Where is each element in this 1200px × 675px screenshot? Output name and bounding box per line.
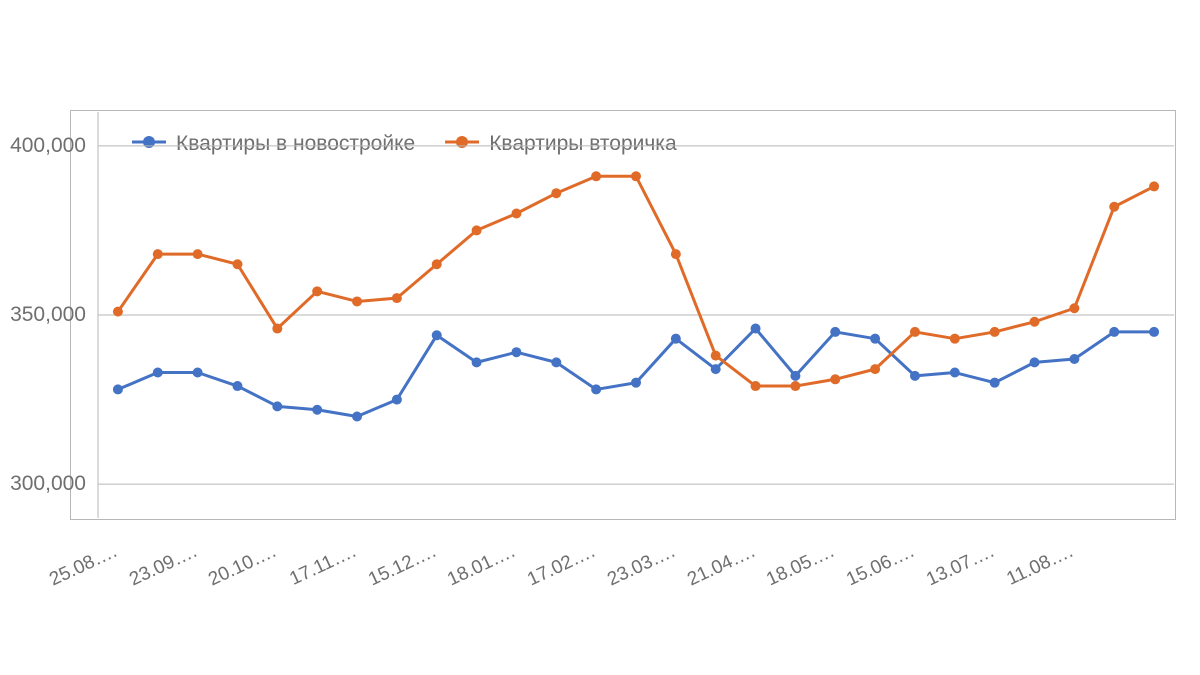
chart-plot: [0, 0, 1200, 675]
chart-container: Квартиры в новостройке Квартиры вторичка…: [0, 0, 1200, 675]
